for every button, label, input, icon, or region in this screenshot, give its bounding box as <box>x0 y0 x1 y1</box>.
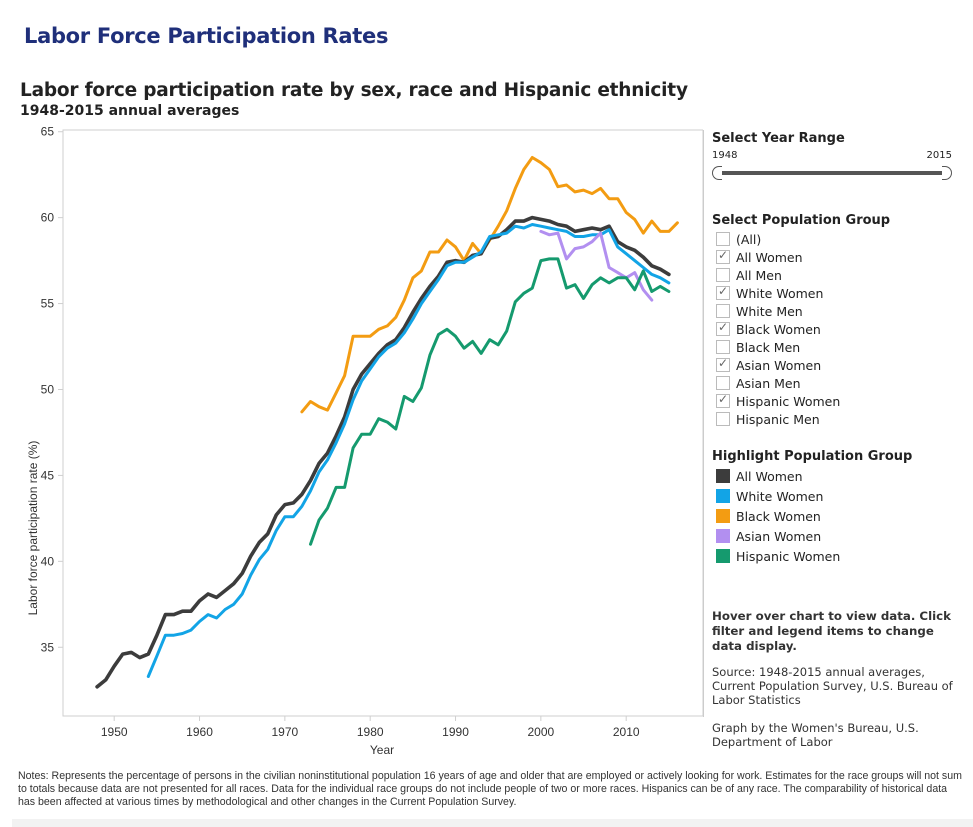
legend-item-label: Black Women <box>736 508 821 524</box>
y-tick-label: 35 <box>41 640 55 654</box>
filter-item-label: Black Women <box>736 321 821 337</box>
year-range-min-label: 1948 <box>712 150 738 161</box>
year-range-slider[interactable]: 1948 2015 <box>712 150 952 180</box>
series-line-hispanic-women[interactable] <box>309 257 671 546</box>
filter-item[interactable]: Black Women <box>716 320 840 338</box>
legend-item[interactable]: All Women <box>716 466 840 486</box>
source-text: Source: 1948-2015 annual averages, Curre… <box>712 665 953 707</box>
population-filter-heading: Select Population Group <box>712 213 891 228</box>
x-tick-label: 1990 <box>442 725 469 739</box>
legend-swatch <box>716 489 730 503</box>
filter-item-label: Asian Men <box>736 375 801 391</box>
y-tick-label: 60 <box>41 211 55 225</box>
hint-text: Hover over chart to view data. Click fil… <box>712 609 951 653</box>
legend-swatch <box>716 549 730 563</box>
filter-item[interactable]: Hispanic Men <box>716 410 840 428</box>
legend-item[interactable]: Black Women <box>716 506 840 526</box>
filter-item-label: Hispanic Men <box>736 411 820 427</box>
filter-item[interactable]: Black Men <box>716 338 840 356</box>
filter-item-label: Hispanic Women <box>736 393 841 409</box>
y-tick-label: 40 <box>41 554 55 568</box>
legend-item-label: White Women <box>736 488 824 504</box>
checkbox-checked[interactable] <box>716 284 730 300</box>
chart-title: Labor force participation rate by sex, r… <box>20 80 688 101</box>
checkbox-checked[interactable] <box>716 248 730 264</box>
x-tick-label: 2000 <box>528 725 555 739</box>
filter-item[interactable]: White Men <box>716 302 840 320</box>
legend-item-label: Hispanic Women <box>736 548 841 564</box>
x-tick-label: 1960 <box>186 725 213 739</box>
y-axis-label: Labor force participation rate (%) <box>26 441 40 616</box>
legend-item[interactable]: Asian Women <box>716 526 840 546</box>
year-range-heading: Select Year Range <box>712 131 845 146</box>
page-title: Labor Force Participation Rates <box>24 24 389 48</box>
highlight-legend-heading: Highlight Population Group <box>712 449 913 464</box>
x-tick-label: 1980 <box>357 725 384 739</box>
x-tick-label: 2010 <box>613 725 640 739</box>
filter-item-label: Asian Women <box>736 357 822 373</box>
checkbox[interactable] <box>716 412 730 426</box>
filter-item-label: Black Men <box>736 339 801 355</box>
series-line-asian-women[interactable] <box>539 229 654 302</box>
y-tick-label: 50 <box>41 382 55 396</box>
filter-item[interactable]: Hispanic Women <box>716 392 840 410</box>
series-line-all-women[interactable] <box>95 215 671 689</box>
filter-item-label: (All) <box>736 231 762 247</box>
filter-item[interactable]: All Men <box>716 266 840 284</box>
legend-item-label: Asian Women <box>736 528 822 544</box>
plot-frame <box>62 129 703 717</box>
legend-swatch <box>716 509 730 523</box>
notes-text: Notes: Represents the percentage of pers… <box>18 770 962 808</box>
filter-item[interactable]: (All) <box>716 230 840 248</box>
checkbox-checked[interactable] <box>716 320 730 336</box>
bottom-toolbar <box>12 819 973 827</box>
filter-item[interactable]: Asian Men <box>716 374 840 392</box>
filter-item-label: All Men <box>736 267 782 283</box>
slider-bar <box>717 171 947 175</box>
filter-item[interactable]: White Women <box>716 284 840 302</box>
checkbox[interactable] <box>716 268 730 282</box>
y-tick-label: 55 <box>41 297 55 311</box>
series-line-white-women[interactable] <box>146 223 671 678</box>
y-tick-label: 65 <box>41 125 55 139</box>
legend-swatch <box>716 469 730 483</box>
highlight-legend: All Women White Women Black Women Asian Wom… <box>716 466 840 566</box>
filter-item[interactable]: All Women <box>716 248 840 266</box>
filter-item-label: White Women <box>736 285 824 301</box>
year-range-max-label: 2015 <box>926 150 952 161</box>
filter-item-label: All Women <box>736 249 803 265</box>
checkbox[interactable] <box>716 232 730 246</box>
checkbox[interactable] <box>716 340 730 354</box>
panel-divider <box>703 130 704 717</box>
filter-item-label: White Men <box>736 303 803 319</box>
population-filter-list: (All) All Women All Men White Women White Me… <box>716 230 840 428</box>
slider-handle-max[interactable] <box>942 166 952 180</box>
line-chart[interactable]: 35 40 45 50 55 60 65 1950 1960 1970 1980 1990 2000 20… <box>0 120 703 760</box>
checkbox[interactable] <box>716 304 730 318</box>
checkbox-checked[interactable] <box>716 392 730 408</box>
legend-swatch <box>716 529 730 543</box>
slider-track[interactable] <box>712 166 952 180</box>
x-tick-label: 1950 <box>101 725 128 739</box>
chart-subtitle: 1948-2015 annual averages <box>20 103 240 119</box>
series-line-black-women[interactable] <box>300 156 679 414</box>
x-axis-label: Year <box>370 743 394 757</box>
checkbox[interactable] <box>716 376 730 390</box>
checkbox-checked[interactable] <box>716 356 730 372</box>
legend-item-label: All Women <box>736 468 803 484</box>
legend-item[interactable]: White Women <box>716 486 840 506</box>
x-tick-label: 1970 <box>272 725 299 739</box>
filter-item[interactable]: Asian Women <box>716 356 840 374</box>
slider-handle-min[interactable] <box>712 166 722 180</box>
y-tick-label: 45 <box>41 468 55 482</box>
credit-text: Graph by the Women's Bureau, U.S. Depart… <box>712 721 919 749</box>
legend-item[interactable]: Hispanic Women <box>716 546 840 566</box>
